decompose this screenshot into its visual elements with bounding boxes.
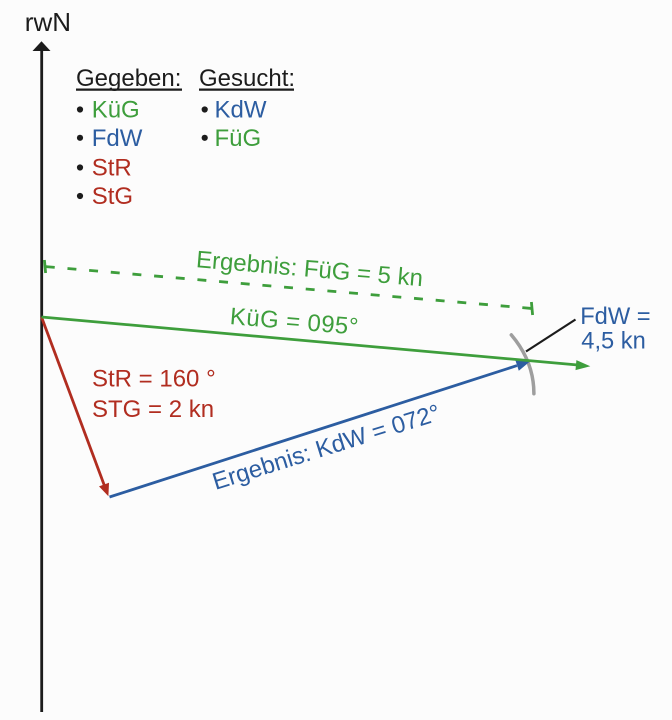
svg-text:FüG: FüG bbox=[215, 125, 262, 152]
svg-text:FdW: FdW bbox=[92, 125, 143, 152]
svg-text:StR: StR bbox=[92, 155, 132, 182]
svg-text:STG = 2 kn: STG = 2 kn bbox=[92, 396, 214, 423]
svg-text:KdW: KdW bbox=[215, 97, 267, 124]
svg-text:StG: StG bbox=[92, 183, 133, 210]
svg-text:4,5 kn: 4,5 kn bbox=[581, 329, 646, 355]
svg-text:FdW =: FdW = bbox=[580, 304, 650, 330]
svg-text:rwN: rwN bbox=[25, 7, 71, 37]
svg-text:Gegeben:: Gegeben: bbox=[76, 65, 181, 92]
svg-text:KüG: KüG bbox=[92, 97, 140, 124]
svg-text:Gesucht:: Gesucht: bbox=[199, 65, 295, 92]
svg-text:StR = 160 °: StR = 160 ° bbox=[92, 366, 216, 393]
